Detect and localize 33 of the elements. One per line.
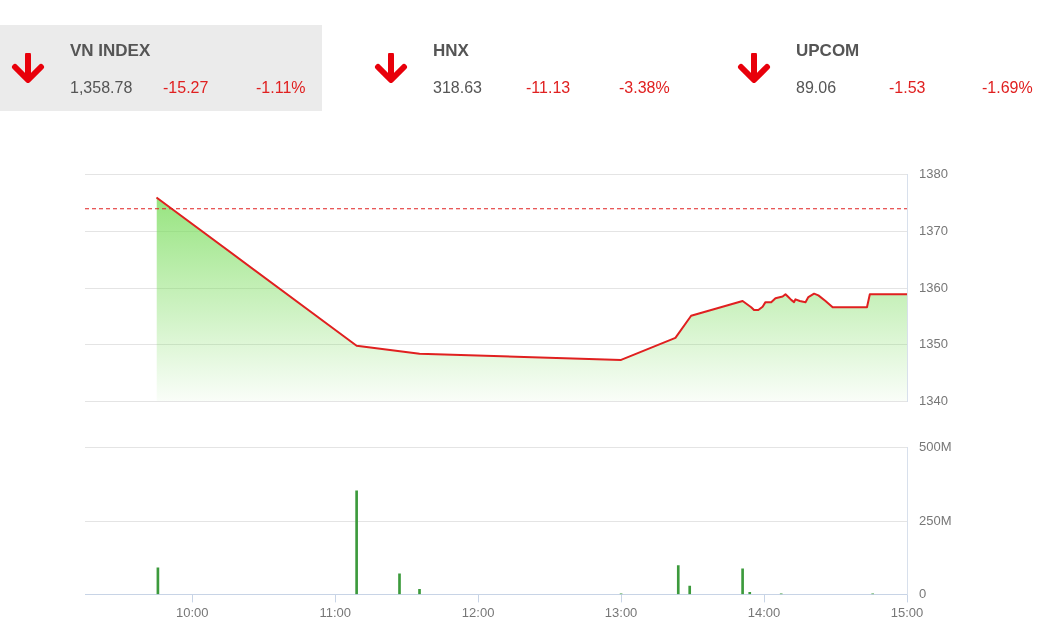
y-tick-label: 250M xyxy=(919,512,952,528)
y-tick-label: 1360 xyxy=(919,279,948,295)
bar xyxy=(688,585,692,595)
x-tick-label: 12:00 xyxy=(461,604,495,620)
y-tick-label: 500M xyxy=(919,439,952,455)
text: -1.53 xyxy=(889,79,926,97)
y-tick-label: 1340 xyxy=(919,392,948,408)
text: -3.38% xyxy=(619,79,670,97)
y-tick-label: 1380 xyxy=(919,166,948,182)
text: -15.27 xyxy=(163,79,209,97)
category-label: VN INDEX xyxy=(70,41,151,61)
category-label: HNX xyxy=(433,41,469,61)
x-tick-label: 13:00 xyxy=(604,604,638,620)
text: -1.11% xyxy=(256,79,306,97)
y-tick-label: 0 xyxy=(919,585,927,601)
bar xyxy=(748,592,752,595)
x-tick-label: 14:00 xyxy=(747,604,781,620)
text: -1.69% xyxy=(982,79,1033,97)
text: -11.13 xyxy=(526,79,571,97)
bar xyxy=(398,573,401,595)
text: 89.06 xyxy=(796,79,837,97)
category-label: UPCOM xyxy=(796,41,860,61)
text: 318.63 xyxy=(433,79,482,97)
bar xyxy=(355,490,358,595)
x-tick-label: 10:00 xyxy=(175,604,209,620)
x-tick-label: 11:00 xyxy=(319,604,351,620)
y-tick-label: 1350 xyxy=(919,336,948,352)
y-tick-label: 1370 xyxy=(919,222,948,238)
bar xyxy=(741,568,744,595)
bar xyxy=(418,589,421,595)
bar xyxy=(676,565,680,595)
x-tick-label: 15:00 xyxy=(890,604,924,620)
text: 1,358.78 xyxy=(70,79,133,97)
